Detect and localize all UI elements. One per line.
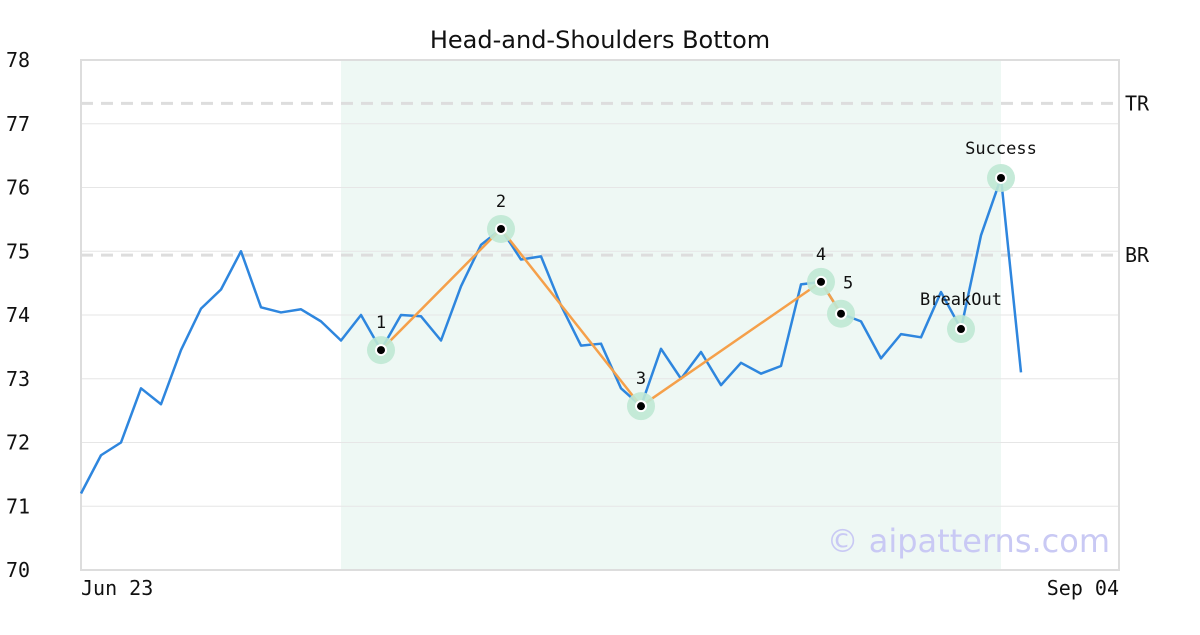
- y-tick-label-74: 74: [6, 303, 30, 327]
- pattern-point-1-dot: [377, 346, 385, 355]
- pattern-point-3-dot: [637, 402, 645, 411]
- y-tick-label-71: 71: [6, 494, 30, 518]
- reference-label-tr: TR: [1125, 91, 1150, 115]
- pattern-point-4-dot: [817, 277, 825, 286]
- signal-point-breakout-dot: [957, 325, 965, 334]
- pattern-point-2-dot: [497, 224, 505, 233]
- chart-title: Head-and-Shoulders Bottom: [430, 26, 770, 54]
- signal-point-success-dot: [997, 173, 1005, 182]
- pattern-point-5-dot: [837, 309, 845, 318]
- x-tick-label-end: Sep 04: [1047, 576, 1119, 600]
- y-tick-label-73: 73: [6, 367, 30, 391]
- pattern-point-label-1: 1: [376, 313, 386, 333]
- labels-layer: 70 71 72 73 74 75 76 77 78 TR BR 1 2 3 45 BreakOut Succe…: [6, 48, 1150, 582]
- reference-label-br: BR: [1125, 243, 1150, 267]
- pattern-point-label-5: 5: [843, 274, 853, 294]
- reference-lines-layer: [81, 101, 1119, 257]
- price-line-0: [79, 176, 1023, 495]
- watermark: © aipatterns.com: [827, 522, 1110, 560]
- pattern-point-label-2: 2: [496, 192, 506, 212]
- x-tick-label-start: Jun 23: [81, 576, 153, 600]
- signal-point-label-success: Success: [965, 139, 1037, 159]
- y-tick-label-78: 78: [6, 48, 30, 72]
- y-tick-label-72: 72: [6, 431, 30, 455]
- y-tick-label-70: 70: [6, 558, 30, 582]
- plot-frame: [80, 59, 1120, 571]
- y-tick-label-75: 75: [6, 239, 30, 263]
- y-tick-label-77: 77: [6, 112, 30, 136]
- signal-point-label-breakout: BreakOut: [920, 290, 1002, 310]
- pattern-point-label-4: 4: [816, 245, 826, 265]
- grid-layer: [80, 59, 1120, 571]
- pattern-point-label-3: 3: [636, 369, 646, 389]
- y-tick-label-76: 76: [6, 176, 30, 200]
- markers-layer: [367, 163, 1015, 421]
